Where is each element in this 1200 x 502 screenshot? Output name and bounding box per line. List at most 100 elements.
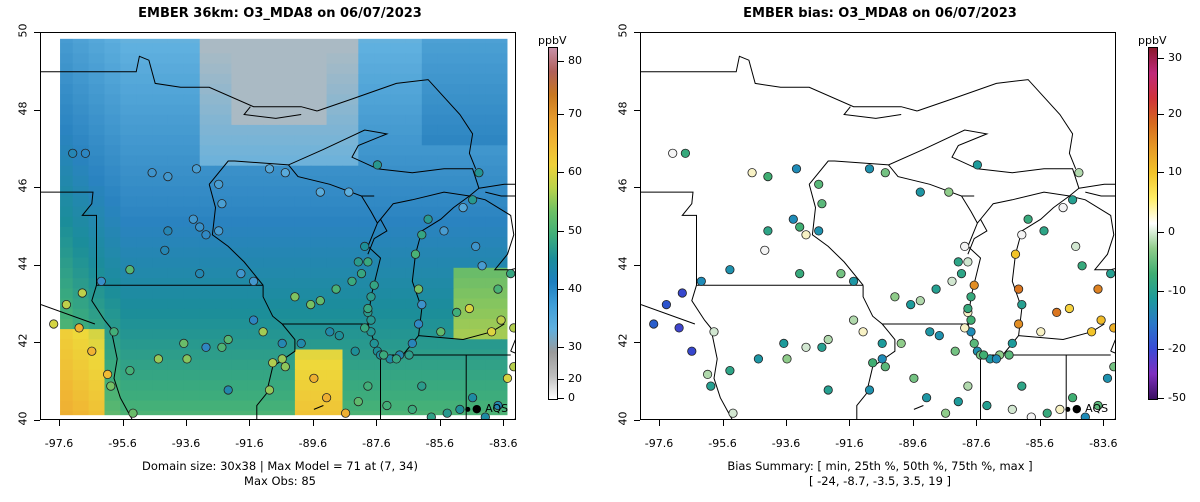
model-grid-cell (231, 400, 248, 412)
aqs-station-point (417, 299, 427, 310)
model-grid-cell (199, 257, 217, 269)
model-grid-cell (294, 216, 312, 228)
model-grid-cell (199, 237, 217, 248)
model-grid-cell (453, 329, 470, 340)
model-grid-cell (469, 186, 486, 197)
model-grid-cell (120, 247, 137, 259)
boundary-line (1085, 191, 1115, 197)
model-grid-cell (120, 380, 137, 391)
model-grid-cell (405, 410, 423, 419)
model-grid-cell (421, 53, 439, 65)
model-grid-cell (152, 288, 169, 300)
model-grid-cell (72, 73, 90, 85)
model-grid-cell (421, 267, 439, 279)
model-grid-cell (453, 63, 470, 75)
model-grid-cell (88, 175, 106, 187)
model-grid-cell (294, 288, 312, 300)
model-grid-cell (374, 114, 391, 126)
model-grid-cell (247, 257, 264, 269)
model-grid-cell (405, 298, 423, 310)
model-grid-cell (390, 155, 407, 167)
model-grid-cell (263, 175, 280, 187)
y-tick-mark (34, 32, 40, 33)
model-grid-cell (199, 298, 217, 310)
model-grid-cell (183, 359, 201, 371)
model-grid-cell (56, 73, 74, 85)
model-grid-cell (167, 349, 185, 361)
model-grid-cell (358, 359, 375, 371)
x-tick-label: -95.6 (108, 437, 137, 450)
aqs-legend-label: AQS (485, 402, 509, 415)
model-grid-cell (374, 237, 391, 248)
aqs-station-point (296, 338, 306, 348)
aqs-station-bias-point (795, 269, 805, 279)
aqs-station-point (372, 160, 382, 170)
model-grid-cell (72, 390, 90, 402)
aqs-station-point (493, 284, 503, 294)
model-grid-cell (231, 94, 248, 106)
model-grid-cell (453, 53, 470, 65)
model-grid-cell (167, 288, 185, 300)
aqs-station-point (264, 385, 275, 395)
model-grid-cell (104, 165, 121, 177)
model-grid-cell (56, 104, 74, 116)
aqs-station-point (109, 327, 119, 337)
model-grid-cell (390, 318, 407, 330)
model-grid-cell (104, 206, 121, 218)
model-grid-cell (72, 114, 90, 126)
model-grid-cell (167, 104, 185, 116)
model-grid-cell (167, 175, 185, 187)
model-grid-cell (358, 175, 375, 187)
model-grid-cell (183, 369, 201, 381)
model-grid-cell (263, 63, 280, 75)
model-grid-cell (72, 308, 90, 320)
model-grid-cell (183, 288, 201, 300)
y-tick-mark (634, 342, 640, 344)
model-grid-cell (263, 318, 280, 330)
model-grid-cell (437, 380, 455, 391)
aqs-station-bias-point (1026, 412, 1036, 419)
model-grid-cell (215, 94, 232, 106)
model-grid-cell (374, 267, 391, 279)
model-grid-cell (326, 114, 344, 126)
aqs-station-point (486, 327, 497, 337)
aqs-station-bias-point (1109, 362, 1115, 372)
y-tick-label: 40 (16, 411, 30, 426)
model-grid-cell (279, 155, 296, 167)
model-grid-cell (358, 298, 375, 310)
model-grid-cell (374, 369, 391, 381)
aqs-station-bias-point (1102, 373, 1113, 383)
colorbar-tick-mark (1158, 398, 1164, 400)
model-grid-cell (167, 278, 185, 289)
x-tick-label: -87.6 (362, 437, 391, 450)
model-grid-cell (358, 267, 375, 279)
legend-marker-point (1065, 406, 1071, 412)
model-grid-cell (167, 400, 185, 412)
aqs-station-point (509, 323, 515, 333)
model-grid-cell (279, 206, 296, 218)
model-grid-cell (485, 318, 502, 330)
aqs-station-bias-point (909, 373, 919, 383)
aqs-station-bias-point (836, 269, 846, 279)
model-grid-cell (199, 318, 217, 330)
model-grid-cell (342, 288, 359, 300)
model-grid-cell (485, 278, 502, 289)
model-grid-cell (136, 400, 153, 412)
model-grid-cell (437, 216, 455, 228)
model-grid-cell (279, 227, 296, 238)
model-grid-cell (310, 369, 328, 381)
model-grid-cell (310, 124, 328, 136)
model-grid-cell (152, 43, 169, 54)
model-grid-cell (183, 43, 201, 54)
model-grid-cell (215, 257, 232, 269)
colorbar-tick-mark (558, 61, 564, 63)
model-grid-cell (152, 369, 169, 381)
aqs-station-bias-point (1077, 261, 1087, 271)
aqs-station-bias-point (849, 315, 859, 325)
model-grid-cell (279, 104, 296, 116)
aqs-station-point (340, 408, 351, 418)
model-grid-cell (469, 53, 486, 65)
model-grid-cell (374, 135, 391, 146)
model-grid-cell (485, 369, 502, 381)
model-grid-cell (183, 318, 201, 330)
